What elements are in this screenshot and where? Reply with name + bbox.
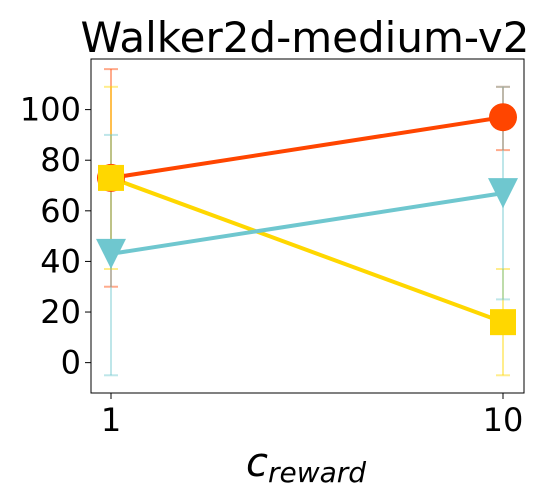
- plot-frame: [90, 58, 525, 394]
- y-tick-label: 60: [40, 192, 81, 230]
- x-axis-label-main: c: [246, 440, 268, 486]
- y-tick-label: 100: [20, 91, 81, 129]
- plot-area: [96, 68, 518, 377]
- series-line: [110, 176, 504, 325]
- chart-title: Walker2d-medium-v2: [81, 13, 530, 62]
- x-axis: 1 10: [101, 393, 524, 439]
- x-axis-label-subscript: reward: [268, 456, 366, 489]
- x-tick-label: 10: [483, 401, 524, 439]
- y-tick-label: 80: [40, 141, 81, 179]
- data-point-triangle: [488, 178, 518, 209]
- series-line: [110, 115, 504, 180]
- data-point-square: [490, 309, 516, 336]
- data-point-square: [98, 164, 124, 191]
- x-axis-label: creward: [246, 440, 366, 489]
- data-point-triangle: [96, 238, 126, 269]
- series-line: [110, 191, 504, 256]
- y-tick-label: 0: [61, 344, 81, 382]
- x-tick-label: 1: [101, 401, 121, 439]
- y-tick-label: 40: [40, 242, 81, 280]
- y-axis: 0 20 40 60 80 100: [20, 91, 91, 382]
- y-tick-label: 20: [40, 293, 81, 331]
- data-point-circle: [489, 103, 517, 132]
